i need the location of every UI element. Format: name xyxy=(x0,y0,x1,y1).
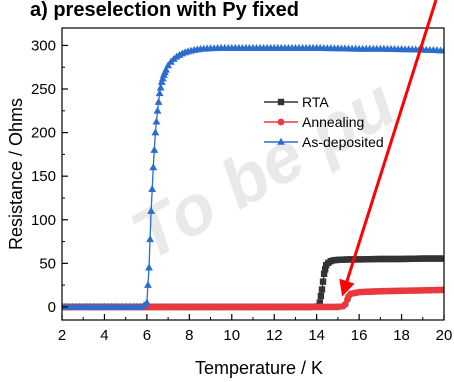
data-point-rta xyxy=(318,286,326,293)
x-tick-label: 6 xyxy=(143,327,151,344)
y-axis-label: Resistance / Ohms xyxy=(6,98,26,250)
x-tick-label: 10 xyxy=(223,327,240,344)
data-point-as-deposited xyxy=(152,117,161,125)
data-point-as-deposited xyxy=(142,298,151,306)
data-point-as-deposited xyxy=(440,46,444,54)
x-tick-label: 2 xyxy=(58,327,66,344)
x-tick-label: 16 xyxy=(351,327,368,344)
legend-label-annealing: Annealing xyxy=(302,114,364,130)
data-point-as-deposited xyxy=(155,89,164,97)
data-point-as-deposited xyxy=(148,185,157,193)
y-tick-label: 250 xyxy=(31,81,56,98)
data-point-as-deposited xyxy=(156,83,165,91)
data-point-as-deposited xyxy=(145,263,153,271)
data-point-as-deposited xyxy=(144,280,152,288)
legend: RTA Annealing As-deposited xyxy=(264,94,384,150)
data-point-as-deposited xyxy=(149,163,158,171)
y-tick-label: 200 xyxy=(31,125,56,142)
caption-fragment: a) preselection with Py fixed xyxy=(30,0,299,21)
data-point-as-deposited xyxy=(151,128,160,136)
x-tick-label: 12 xyxy=(266,327,283,344)
data-point-annealing xyxy=(439,286,444,294)
data-point-as-deposited xyxy=(153,106,162,114)
x-tick-label: 8 xyxy=(185,327,193,344)
series-rta xyxy=(62,255,444,311)
data-point-as-deposited xyxy=(162,65,170,73)
x-tick-label: 4 xyxy=(100,327,108,344)
legend-marker-as-deposited xyxy=(277,137,285,145)
data-point-rta xyxy=(317,292,325,300)
legend-label-as-deposited: As-deposited xyxy=(302,134,384,150)
plot-area xyxy=(62,43,444,311)
legend-marker-annealing xyxy=(277,118,285,126)
data-point-as-deposited xyxy=(154,97,163,105)
data-point-rta xyxy=(320,270,328,278)
caption-fragment-group: a) preselection with Py fixed xyxy=(30,0,299,21)
data-point-as-deposited xyxy=(146,235,154,243)
data-point-rta xyxy=(316,299,324,306)
y-tick-label: 50 xyxy=(39,255,56,272)
data-point-rta xyxy=(439,255,444,262)
x-axis-label: Temperature / K xyxy=(195,358,323,378)
x-tick-label: 20 xyxy=(436,327,453,344)
data-point-as-deposited xyxy=(147,206,156,214)
series-as-deposited xyxy=(62,43,444,310)
x-tick-label: 18 xyxy=(393,327,410,344)
series-line-rta xyxy=(62,257,444,308)
annotation-arrow-shaft xyxy=(345,0,438,282)
y-tick-label: 0 xyxy=(48,299,56,316)
legend-label-rta: RTA xyxy=(302,94,329,110)
annotation-arrow xyxy=(339,0,438,297)
y-tick-label: 150 xyxy=(31,168,56,185)
legend-marker-rta xyxy=(277,98,285,106)
y-tick-label: 300 xyxy=(31,37,56,54)
y-tick-label: 100 xyxy=(31,212,56,229)
data-point-as-deposited xyxy=(150,145,159,153)
x-tick-label: 14 xyxy=(308,327,325,344)
series-annealing xyxy=(62,286,444,311)
annotation-arrow-head xyxy=(339,278,355,297)
data-point-rta xyxy=(319,278,327,285)
data-point-rta xyxy=(321,266,329,273)
